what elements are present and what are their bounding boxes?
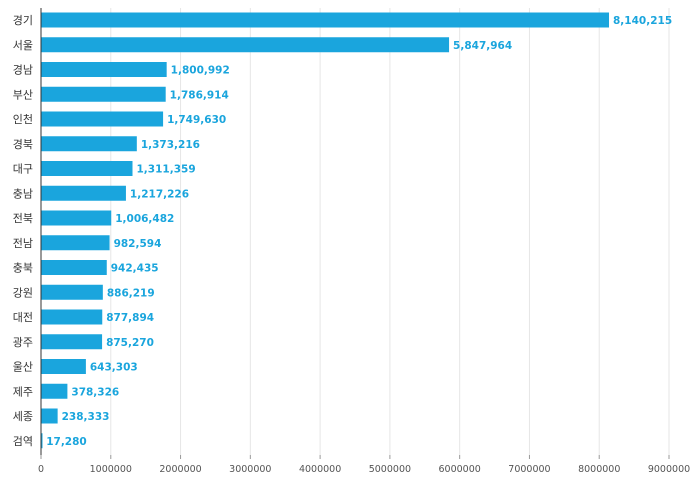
value-label: 643,303	[90, 362, 138, 374]
x-tick-label: 0	[38, 464, 44, 475]
category-label: 검역	[13, 435, 33, 448]
value-label: 5,847,964	[453, 40, 512, 52]
bar	[41, 161, 133, 176]
value-label: 877,894	[106, 312, 154, 324]
value-label: 982,594	[114, 238, 162, 250]
bar	[41, 284, 103, 300]
category-label: 경북	[13, 138, 33, 151]
category-label: 경기	[13, 14, 33, 27]
grid-lines	[40, 8, 670, 459]
value-label: 8,140,215	[613, 15, 672, 27]
bar	[41, 37, 450, 53]
value-label: 886,219	[107, 287, 155, 299]
bar	[41, 260, 107, 275]
value-label: 1,006,482	[115, 213, 174, 225]
bar	[41, 383, 68, 399]
category-label: 인천	[13, 112, 33, 126]
category-label: 제주	[13, 385, 33, 398]
bar	[41, 210, 112, 226]
category-label: 경남	[13, 64, 33, 77]
bar	[41, 309, 103, 325]
x-tick-label: 5000000	[369, 464, 411, 475]
x-tick-label: 4000000	[299, 464, 341, 475]
x-tick-label: 3000000	[229, 464, 271, 475]
x-tick-label: 2000000	[159, 464, 201, 475]
x-tick-labels: 0 1000000 2000000 3000000 4000000 5000000 6000…	[38, 464, 690, 475]
category-label: 서울	[13, 39, 33, 52]
value-label: 1,800,992	[171, 65, 230, 77]
category-label: 강원	[13, 286, 33, 299]
bar	[41, 111, 164, 127]
bar	[41, 408, 58, 424]
x-tick-label: 6000000	[439, 464, 481, 475]
bar	[41, 185, 126, 201]
bar	[41, 62, 167, 77]
bar	[41, 136, 137, 152]
value-label: 238,333	[62, 411, 110, 423]
x-tick-label: 7000000	[508, 464, 550, 475]
category-label: 부산	[13, 88, 33, 101]
category-label: 광주	[13, 336, 33, 349]
x-tick-label: 1000000	[90, 464, 132, 475]
value-label: 942,435	[111, 263, 159, 275]
category-label: 세종	[13, 410, 33, 423]
value-label: 1,786,914	[170, 89, 229, 101]
category-label: 충남	[13, 187, 33, 200]
bar	[41, 86, 166, 102]
category-label: 대전	[13, 311, 33, 324]
category-label: 전남	[13, 237, 33, 250]
value-label: 875,270	[106, 337, 154, 349]
value-label: 1,373,216	[141, 139, 200, 151]
bar	[41, 12, 610, 28]
category-label: 충북	[13, 262, 33, 275]
x-tick-label: 8000000	[578, 464, 620, 475]
value-labels: 8,140,215 5,847,964 1,800,992 1,786,914 1,74…	[46, 15, 672, 448]
bar	[41, 334, 103, 350]
bar	[41, 359, 86, 374]
value-label: 1,311,359	[137, 164, 196, 176]
value-label: 1,217,226	[130, 188, 189, 200]
value-label: 1,749,630	[167, 114, 226, 126]
category-label: 대구	[13, 163, 33, 176]
value-label: 378,326	[71, 386, 119, 398]
category-label: 울산	[13, 361, 33, 374]
value-label: 17,280	[46, 436, 87, 448]
x-tick-label: 9000000	[648, 464, 690, 475]
bar	[41, 235, 110, 251]
category-label: 전북	[13, 212, 33, 225]
bars	[41, 12, 610, 449]
bar	[41, 433, 43, 449]
